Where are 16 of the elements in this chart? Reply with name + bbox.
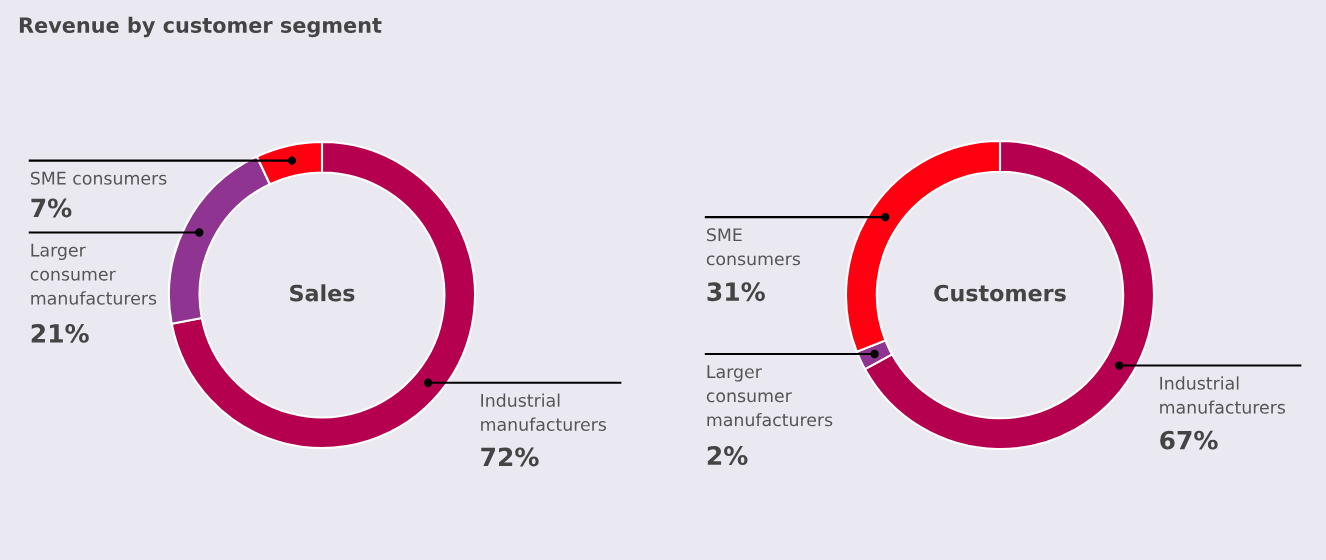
slice-label: Larger consumer manufacturers — [30, 243, 157, 305]
slice-label: Industrial manufacturers — [481, 393, 607, 431]
donut-slice — [170, 140, 477, 450]
text: Sales — [290, 284, 355, 302]
data-label: 31% — [707, 282, 765, 302]
slice-label: SME consumers — [706, 228, 801, 266]
chart-title: Revenue by customer segment — [19, 16, 382, 38]
data-label: 72% — [481, 447, 539, 467]
data-label: 7% — [31, 198, 72, 218]
slice-label: Industrial manufacturers — [1160, 376, 1286, 414]
slice-label: Larger consumer manufacturers — [706, 365, 833, 427]
data-label: 67% — [1160, 430, 1218, 450]
text: Customers — [934, 284, 1066, 302]
data-label: 21% — [31, 323, 89, 343]
data-label: 2% — [707, 446, 748, 465]
slice-label: SME consumers — [30, 171, 167, 185]
